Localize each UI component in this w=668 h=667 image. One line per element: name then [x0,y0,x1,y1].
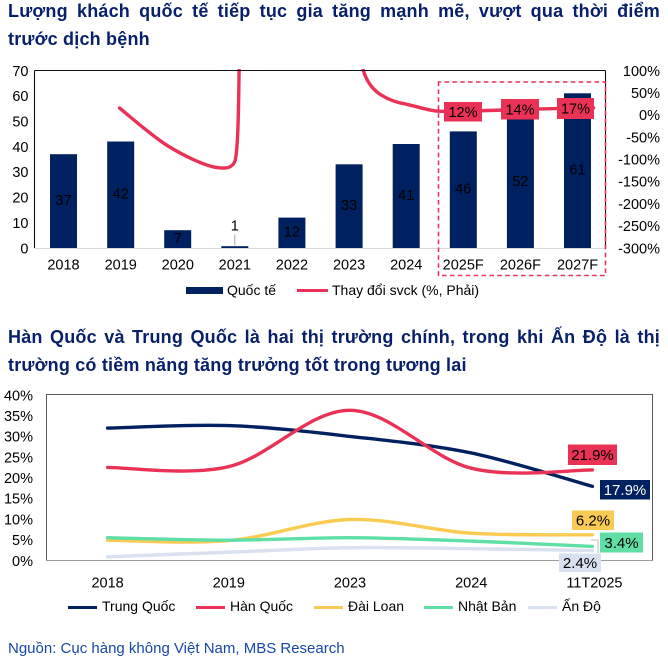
svg-text:2019: 2019 [213,576,245,592]
svg-text:35%: 35% [4,409,33,425]
svg-text:61: 61 [569,163,585,179]
svg-text:2026F: 2026F [500,258,541,274]
svg-text:30: 30 [12,165,28,181]
svg-text:2021: 2021 [219,258,251,274]
svg-text:60: 60 [12,89,28,105]
svg-text:52: 52 [512,174,528,190]
svg-text:20: 20 [12,191,28,207]
svg-text:50%: 50% [631,86,660,102]
svg-text:2019: 2019 [105,258,137,274]
svg-text:12: 12 [284,225,300,241]
svg-text:2023: 2023 [334,576,366,592]
svg-text:21.9%: 21.9% [571,447,614,464]
svg-text:2022: 2022 [276,258,308,274]
svg-text:-150%: -150% [618,175,660,191]
svg-text:2.4%: 2.4% [563,555,597,572]
svg-text:10%: 10% [4,512,33,528]
svg-text:0%: 0% [639,108,660,124]
svg-text:25%: 25% [4,450,33,466]
svg-text:-200%: -200% [618,197,660,213]
svg-text:70: 70 [12,64,28,80]
svg-text:2024: 2024 [455,576,487,592]
svg-text:20%: 20% [4,471,33,487]
svg-text:40%: 40% [4,388,33,404]
svg-text:3.4%: 3.4% [604,535,638,552]
svg-text:46: 46 [455,182,471,198]
svg-text:10: 10 [12,216,28,232]
svg-text:40: 40 [12,140,28,156]
svg-text:100%: 100% [623,64,660,80]
svg-text:17.9%: 17.9% [604,482,647,499]
svg-text:2020: 2020 [162,258,194,274]
svg-text:37: 37 [55,193,71,209]
svg-text:2018: 2018 [47,258,79,274]
svg-text:2027F: 2027F [557,258,598,274]
svg-text:17%: 17% [561,102,590,118]
svg-text:2018: 2018 [91,576,123,592]
svg-text:-300%: -300% [618,241,660,257]
svg-text:6.2%: 6.2% [576,513,610,530]
svg-text:42: 42 [113,187,129,203]
svg-text:-50%: -50% [626,130,660,146]
svg-text:0%: 0% [12,554,33,570]
svg-text:33: 33 [341,198,357,214]
svg-text:7: 7 [174,231,182,247]
svg-text:41: 41 [398,188,414,204]
svg-text:15%: 15% [4,492,33,508]
svg-text:12%: 12% [448,105,477,121]
svg-text:14%: 14% [505,103,534,119]
svg-text:5%: 5% [12,533,33,549]
svg-text:2025F: 2025F [443,258,484,274]
svg-text:30%: 30% [4,430,33,446]
svg-text:11T2025: 11T2025 [566,576,622,592]
svg-text:50: 50 [12,115,28,131]
svg-text:0: 0 [20,241,28,257]
svg-text:-100%: -100% [618,153,660,169]
svg-text:2023: 2023 [333,258,365,274]
svg-text:-250%: -250% [618,219,660,235]
svg-text:2024: 2024 [390,258,422,274]
svg-text:1: 1 [231,219,239,235]
